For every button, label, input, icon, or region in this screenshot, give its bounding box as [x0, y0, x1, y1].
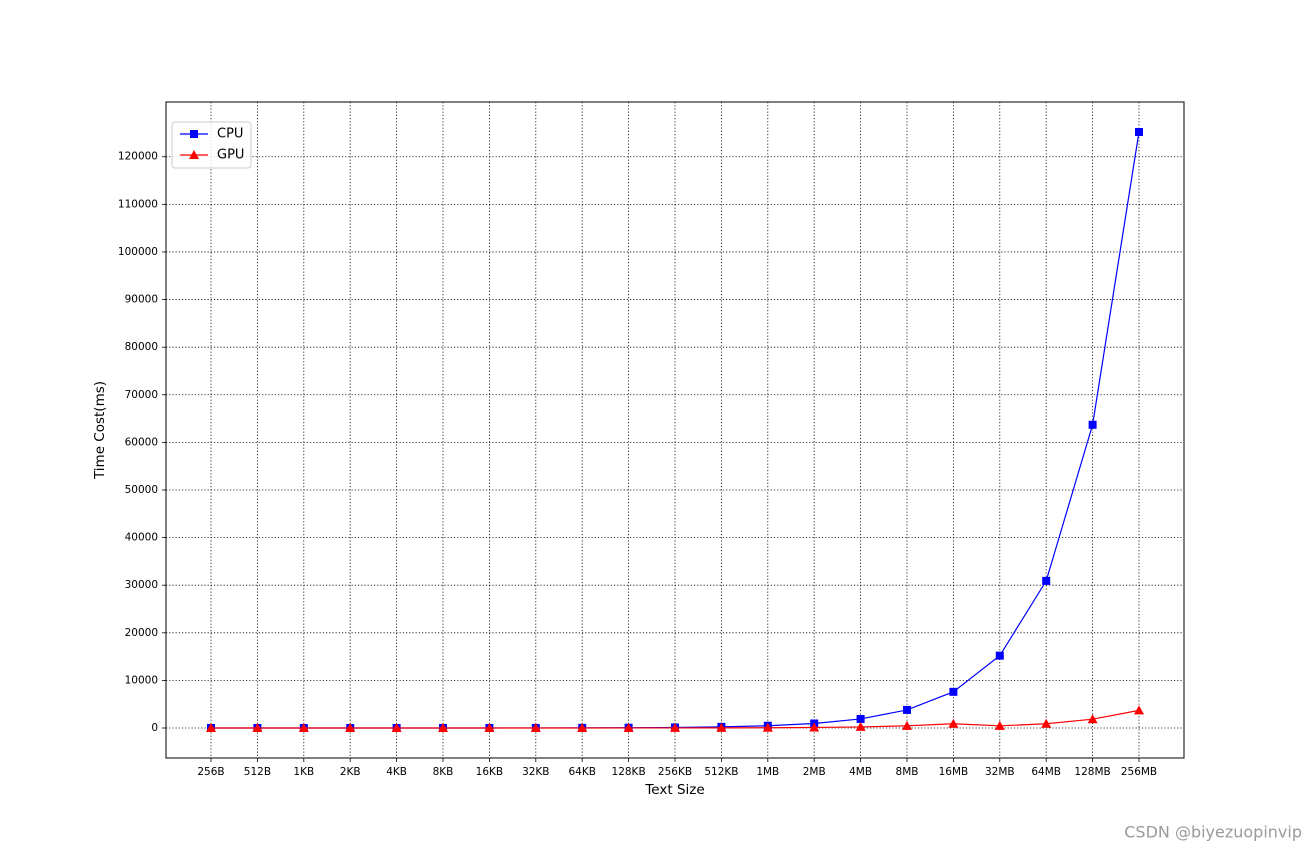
- marker: [1041, 718, 1052, 728]
- watermark: CSDN @biyezuopinvip: [1124, 823, 1302, 842]
- marker: [902, 705, 911, 714]
- marker: [809, 722, 820, 732]
- x-tick-label: 64KB: [568, 766, 595, 778]
- x-tick-label: 256MB: [1121, 766, 1157, 778]
- x-tick-label: 8KB: [433, 766, 454, 778]
- x-tick-label: 1MB: [756, 766, 779, 778]
- x-tick-label: 8MB: [896, 766, 919, 778]
- x-tick-label: 512B: [244, 766, 271, 778]
- marker: [530, 722, 541, 732]
- x-tick-label: 64MB: [1031, 766, 1061, 778]
- marker: [1133, 705, 1144, 715]
- x-tick-label: 2KB: [340, 766, 361, 778]
- x-tick-label: 4MB: [849, 766, 872, 778]
- y-tick-label: 50000: [125, 484, 158, 496]
- marker: [623, 722, 634, 732]
- y-axis-label: Time Cost(ms): [92, 381, 108, 480]
- marker: [1134, 127, 1143, 136]
- marker: [438, 722, 449, 732]
- x-tick-label: 4KB: [386, 766, 407, 778]
- y-tick-label: 80000: [125, 341, 158, 353]
- x-tick-label: 32KB: [522, 766, 549, 778]
- x-tick-label: 512KB: [704, 766, 738, 778]
- x-tick-label: 16KB: [476, 766, 503, 778]
- marker: [762, 722, 773, 732]
- x-tick-label: 2MB: [803, 766, 826, 778]
- x-tick-label: 128MB: [1074, 766, 1110, 778]
- y-tick-label: 60000: [125, 436, 158, 448]
- marker: [298, 723, 309, 733]
- y-tick-label: 100000: [118, 246, 158, 258]
- y-tick-label: 40000: [125, 532, 158, 544]
- marker: [948, 718, 959, 728]
- x-tick-label: 32MB: [985, 766, 1015, 778]
- y-tick-label: 120000: [118, 151, 158, 163]
- y-tick-label: 70000: [125, 389, 158, 401]
- marker: [484, 722, 495, 732]
- y-tick-label: 30000: [125, 579, 158, 591]
- x-tick-label: 256B: [197, 766, 224, 778]
- y-tick-label: 10000: [125, 674, 158, 686]
- marker: [855, 721, 866, 731]
- legend: CPU GPU: [171, 121, 252, 169]
- marker: [391, 723, 402, 733]
- marker: [252, 723, 263, 733]
- x-tick-label: 16MB: [939, 766, 969, 778]
- x-tick-label: 1KB: [293, 766, 314, 778]
- marker: [189, 150, 199, 159]
- marker: [345, 723, 356, 733]
- marker: [994, 720, 1005, 730]
- x-tick-label: 128KB: [612, 766, 646, 778]
- marker: [190, 130, 198, 138]
- marker: [856, 714, 865, 723]
- marker: [949, 687, 958, 696]
- marker: [670, 722, 680, 732]
- marker: [901, 720, 912, 730]
- x-tick-label: 256KB: [658, 766, 692, 778]
- y-tick-label: 110000: [118, 198, 158, 210]
- marker: [716, 722, 727, 732]
- y-tick-label: 20000: [125, 627, 158, 639]
- plot-frame: [165, 101, 1185, 759]
- y-tick-label: 0: [151, 722, 158, 734]
- legend-label: GPU: [217, 148, 244, 163]
- x-axis-label: Text Size: [644, 782, 704, 798]
- y-tick-label: 90000: [125, 294, 158, 306]
- marker: [206, 723, 217, 733]
- marker: [995, 651, 1004, 660]
- marker: [577, 722, 588, 732]
- marker: [1087, 714, 1098, 724]
- marker: [1042, 576, 1051, 585]
- legend-label: CPU: [217, 127, 243, 142]
- marker: [1088, 420, 1097, 429]
